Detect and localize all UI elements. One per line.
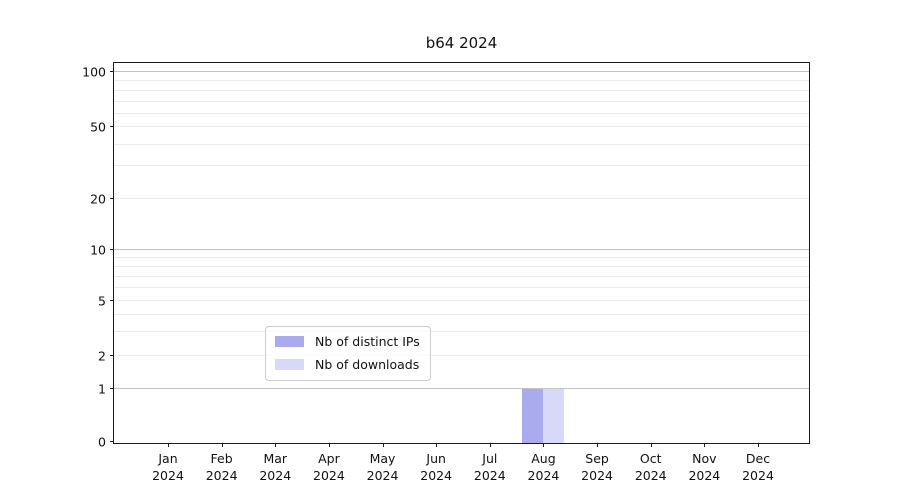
downloads-swatch [275,359,304,370]
xtick-mark-oct [650,443,652,447]
gridline-y-70 [114,100,809,102]
distinct-ips-swatch [275,336,304,347]
ytick-mark-2 [110,355,114,357]
xtick-mark-mar [275,443,277,447]
xtick-label-jul: Jul 2024 [473,451,506,483]
gridline-y-60 [114,112,809,114]
gridline-y-3 [114,330,809,332]
ytick-mark-10 [110,248,114,250]
gridline-y-7 [114,275,809,277]
xtick-mark-may [382,443,384,447]
legend-label-downloads: Nb of downloads [315,357,420,372]
xtick-label-feb: Feb 2024 [205,451,238,483]
xtick-mark-jan [168,443,169,447]
xtick-label-aug: Aug 2024 [527,451,560,483]
legend-row-downloads: Nb of downloads [275,357,420,372]
chart-title: b64 2024 [425,34,498,52]
plot-area: 0 1 2 5 10 20 50 100 Jan 2024 Feb 2024 Mar 2024 Apr 202… [82,62,810,483]
ytick-label-2: 2 [98,348,106,364]
gridline-y-40 [114,143,809,145]
gridline-y-20 [114,198,809,200]
ytick-label-20: 20 [90,191,106,207]
gridline-y-5 [114,299,809,301]
ytick-label-5: 5 [98,293,106,309]
gridline-y-4 [114,313,809,315]
xtick-label-dec: Dec 2024 [742,451,774,483]
xtick-mark-dec [758,443,759,447]
gridline-y-100 [114,71,809,73]
xtick-mark-feb [221,443,223,447]
xtick-mark-apr [328,443,330,447]
legend-label-distinct-ips: Nb of distinct IPs [315,334,420,349]
xtick-mark-jun [436,443,438,447]
legend-row-distinct-ips: Nb of distinct IPs [275,334,420,349]
ytick-label-10: 10 [90,242,106,258]
gridline-y-80 [114,89,809,91]
xtick-label-apr: Apr 2024 [313,451,345,483]
ytick-mark-5 [110,299,114,301]
xtick-label-nov: Nov 2024 [688,451,721,483]
xtick-label-jun: Jun 2024 [420,451,453,483]
xtick-label-mar: Mar 2024 [259,451,292,483]
ytick-mark-50 [110,125,114,127]
ytick-mark-0 [110,440,114,442]
ytick-label-50: 50 [90,119,106,135]
gridline-y-30 [114,165,809,167]
xtick-mark-aug [543,443,545,447]
bar-nb-of-distinct-ips-aug [522,389,544,443]
gridline-y-8 [114,266,809,268]
xtick-label-jan: Jan 2024 [152,451,184,483]
gridline-y-90 [114,79,809,81]
ytick-label-1: 1 [98,381,106,397]
bar-nb-of-downloads-aug [543,389,565,443]
xtick-mark-nov [704,443,706,447]
legend: Nb of distinct IPs Nb of downloads [265,326,431,381]
xtick-label-oct: Oct 2024 [634,451,667,483]
xtick-label-may: May 2024 [366,451,399,483]
ytick-mark-1 [110,388,114,390]
ytick-label-0: 0 [98,434,106,450]
gridline-y-9 [114,256,809,258]
gridline-y-2 [114,355,809,357]
xtick-label-sep: Sep 2024 [581,451,613,483]
ytick-mark-20 [110,198,114,200]
xtick-mark-jul [489,443,491,447]
gridline-y-6 [114,286,809,288]
ytick-mark-100 [110,71,114,73]
xtick-mark-sep [597,443,599,447]
gridline-y-50 [114,125,809,127]
gridline-y-10 [114,248,809,250]
ytick-label-100: 100 [82,64,106,80]
gridline-y-1 [114,388,809,390]
